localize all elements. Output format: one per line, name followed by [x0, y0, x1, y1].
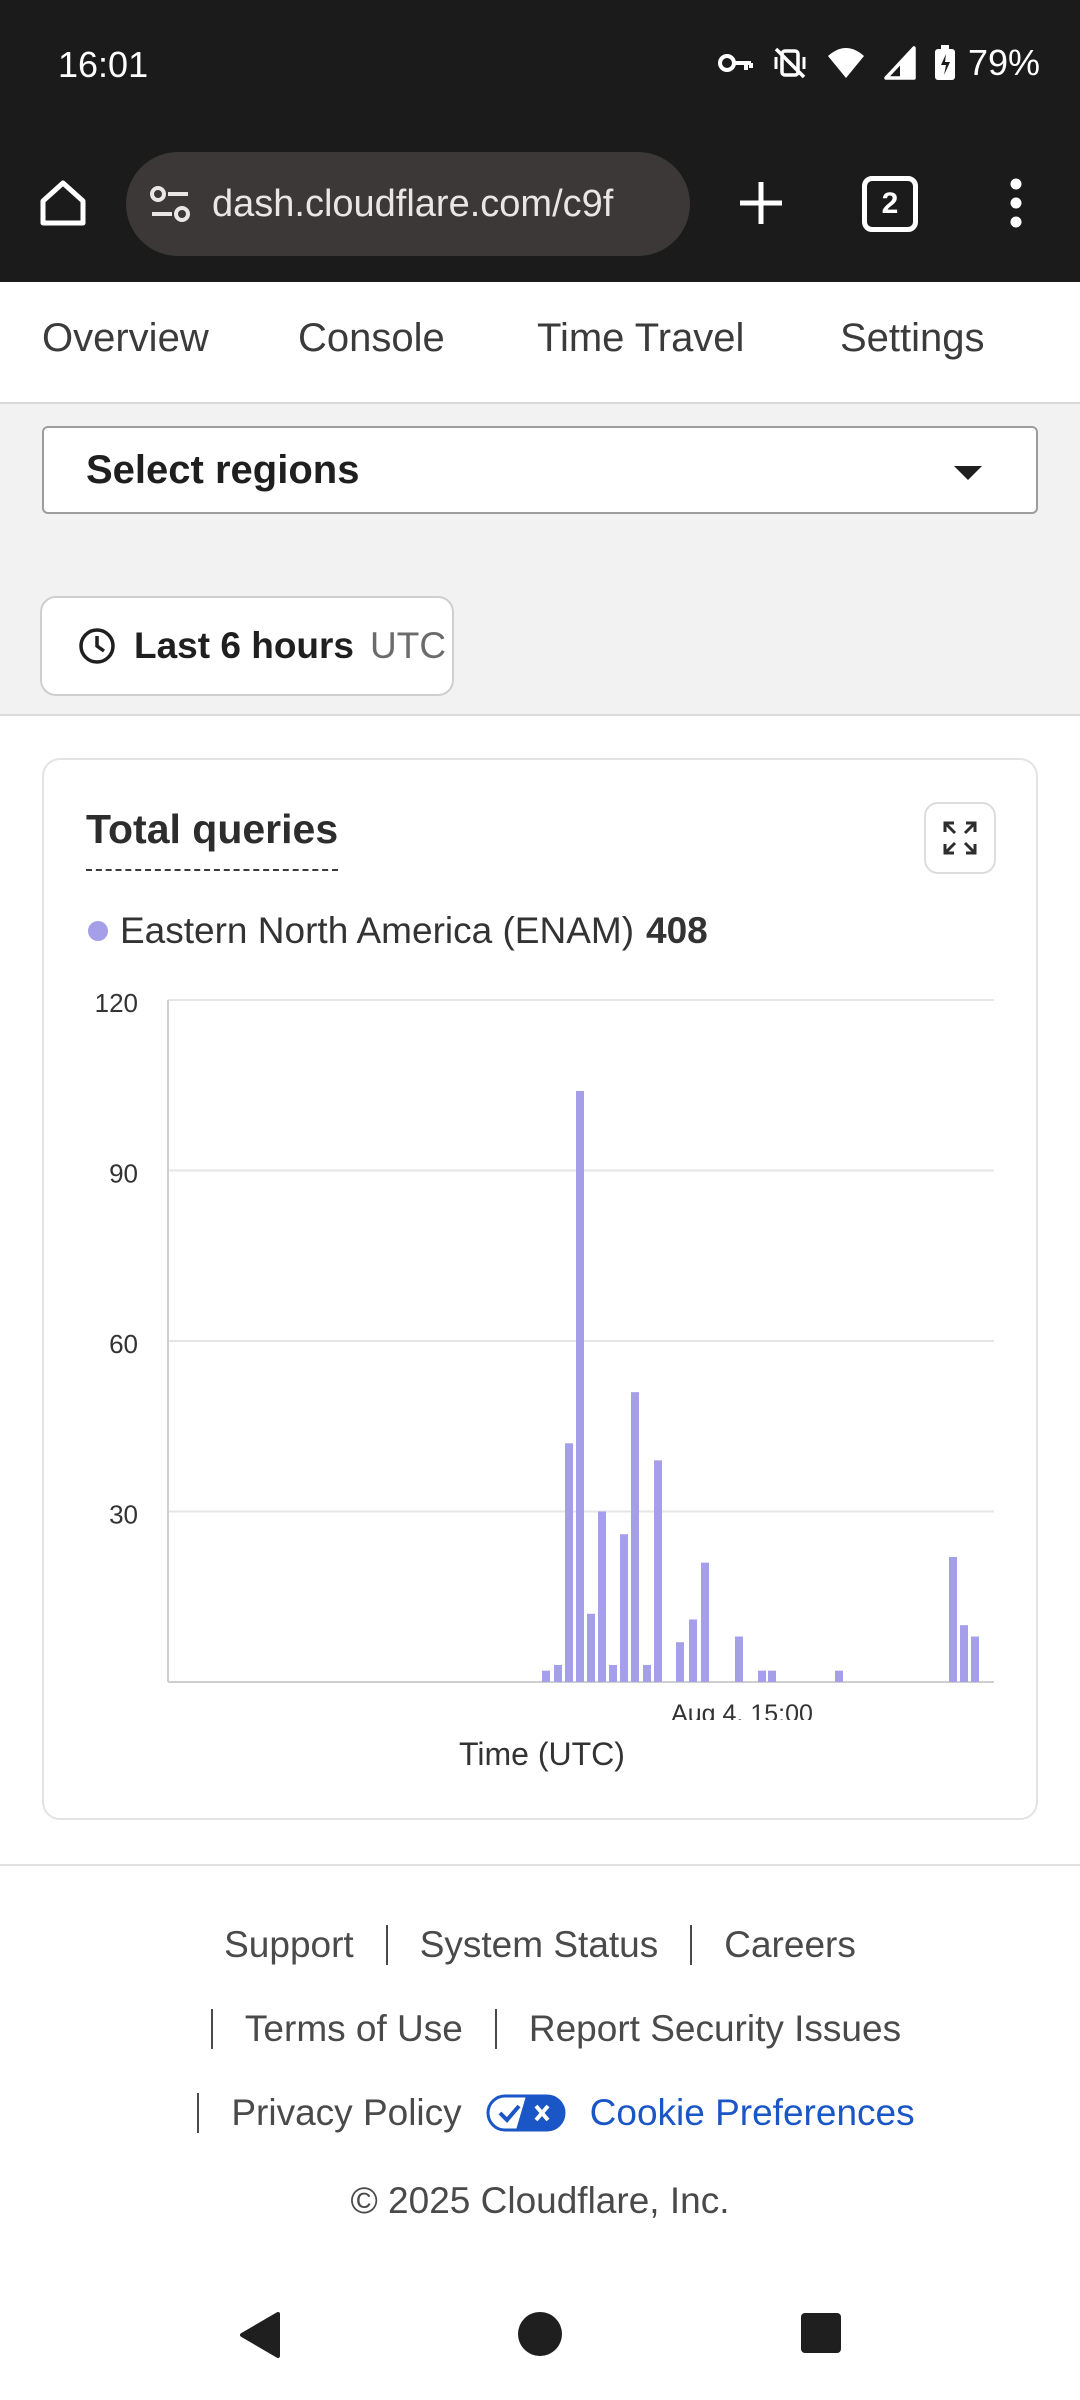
- browser-menu-button[interactable]: [996, 168, 1036, 238]
- chart-bar: [576, 1090, 584, 1682]
- chart-bar: [643, 1664, 651, 1682]
- chart-bar: [676, 1642, 684, 1682]
- vpn-key-icon: [717, 54, 753, 72]
- y-tick-label: 90: [109, 1159, 138, 1189]
- url-bar[interactable]: dash.cloudflare.com/c9f: [126, 152, 690, 256]
- wifi-icon: [827, 48, 864, 78]
- y-tick-label: 120: [95, 988, 138, 1018]
- footer-separator: [690, 1925, 693, 1965]
- footer-separator: [385, 1925, 388, 1965]
- status-time: 16:01: [58, 44, 149, 85]
- chart-bar: [735, 1636, 743, 1682]
- clock-icon: [79, 628, 115, 664]
- chart-bar: [960, 1625, 968, 1682]
- footer-links-row-3: Privacy Policy Cookie Preferences: [0, 2092, 1080, 2134]
- y-tick-label: 30: [109, 1500, 138, 1530]
- privacy-policy-link[interactable]: Privacy Policy: [231, 2092, 462, 2133]
- privacy-choices-icon[interactable]: [486, 2094, 566, 2132]
- url-text: dash.cloudflare.com/c9f: [212, 182, 614, 225]
- signal-icon: [884, 46, 916, 80]
- chart-bar: [768, 1670, 776, 1682]
- plus-icon: [740, 182, 782, 224]
- status-bar: 16:01 79%: [0, 0, 1080, 130]
- page-tabs: Overview Console Time Travel Settings: [0, 282, 1080, 404]
- support-link[interactable]: Support: [224, 1924, 354, 1965]
- chart-bar: [689, 1619, 697, 1682]
- recents-icon[interactable]: [800, 2312, 842, 2354]
- battery-percent: 79%: [967, 42, 1040, 83]
- footer-separator: [197, 2093, 200, 2133]
- chart-bar: [758, 1670, 766, 1682]
- footer-links-row-2: Terms of Use Report Security Issues: [0, 2008, 1080, 2050]
- copyright-text: © 2025 Cloudflare, Inc.: [350, 2180, 730, 2221]
- footer-separator: [210, 2009, 213, 2049]
- card-title[interactable]: Total queries: [86, 806, 339, 871]
- tab-time-travel[interactable]: Time Travel: [537, 316, 745, 360]
- legend-series-name: Eastern North America (ENAM): [120, 910, 635, 951]
- tab-overview[interactable]: Overview: [42, 316, 209, 360]
- legend-series-total: 408: [646, 910, 708, 951]
- chart-bar: [565, 1443, 573, 1682]
- back-icon[interactable]: [236, 2310, 282, 2360]
- vibrate-off-icon: [774, 47, 806, 79]
- more-vert-icon: [1010, 178, 1022, 228]
- chart-bar: [587, 1613, 595, 1682]
- footer-divider: [0, 1864, 1080, 1866]
- queries-bar-chart: 30 60 90 120 Aug 4, 15:00: [95, 988, 994, 1720]
- chevron-down-icon: [954, 466, 982, 480]
- chart-bar: [835, 1670, 843, 1682]
- x-tick-label: Aug 4, 15:00: [671, 1700, 813, 1720]
- footer-separator: [494, 2009, 497, 2049]
- filter-bar: Select regions Last 6 hours UTC: [0, 404, 1080, 716]
- status-icons: 79%: [717, 42, 1040, 84]
- system-status-link[interactable]: System Status: [419, 1924, 659, 1965]
- timezone-label: UTC: [370, 625, 447, 666]
- chart-bar: [620, 1534, 628, 1682]
- home-button[interactable]: [30, 170, 96, 236]
- battery-icon: [934, 45, 955, 80]
- home-icon: [40, 180, 86, 226]
- chart-bar: [631, 1392, 639, 1682]
- tab-console[interactable]: Console: [298, 316, 445, 360]
- regions-select[interactable]: Select regions: [42, 426, 1038, 514]
- chart-bar: [971, 1636, 979, 1682]
- chart-bar: [598, 1511, 606, 1682]
- regions-select-label: Select regions: [86, 447, 360, 492]
- chart-legend: Eastern North America (ENAM) 408: [88, 910, 708, 952]
- total-queries-card: Total queries Eastern North America (ENA…: [42, 758, 1038, 1820]
- chart-bar: [701, 1562, 709, 1682]
- x-axis-title: Time (UTC): [459, 1736, 625, 1772]
- tab-settings[interactable]: Settings: [840, 316, 985, 360]
- browser-toolbar: dash.cloudflare.com/c9f 2: [0, 130, 1080, 282]
- report-security-issues-link[interactable]: Report Security Issues: [528, 2008, 902, 2049]
- expand-button[interactable]: [924, 802, 996, 874]
- new-tab-button[interactable]: [728, 170, 794, 236]
- y-tick-label: 60: [109, 1329, 138, 1359]
- cookie-preferences-link[interactable]: Cookie Preferences: [589, 2092, 915, 2133]
- time-range-button[interactable]: Last 6 hours UTC: [40, 596, 454, 696]
- chart-bar: [609, 1664, 617, 1682]
- time-range-label: Last 6 hours: [134, 625, 354, 666]
- android-nav-bar: [0, 2270, 1080, 2400]
- terms-of-use-link[interactable]: Terms of Use: [244, 2008, 463, 2049]
- careers-link[interactable]: Careers: [724, 1924, 856, 1965]
- home-nav-icon[interactable]: [516, 2310, 564, 2358]
- chart-bar: [654, 1460, 662, 1682]
- chart-bar: [949, 1556, 957, 1682]
- chart-bar: [542, 1670, 550, 1682]
- site-settings-icon[interactable]: [146, 180, 194, 228]
- footer-links-row-1: Support System Status Careers: [0, 1924, 1080, 1966]
- expand-icon: [943, 821, 977, 855]
- legend-swatch: [88, 921, 108, 941]
- tab-switcher-button[interactable]: 2: [862, 176, 918, 232]
- chart-bar: [554, 1664, 562, 1682]
